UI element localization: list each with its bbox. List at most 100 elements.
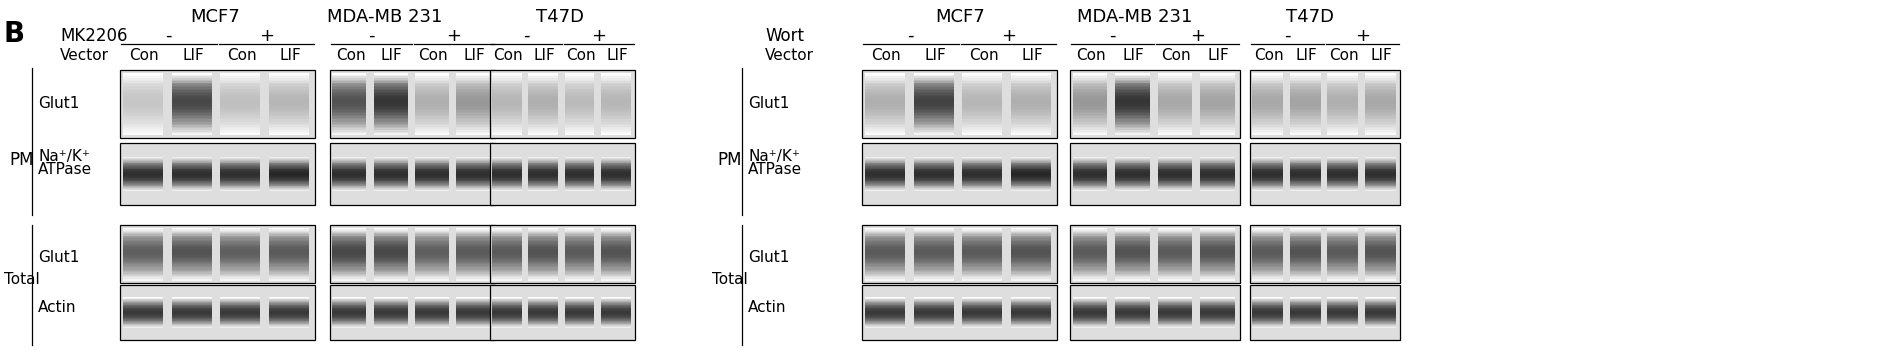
Bar [864, 322, 906, 323]
Bar [962, 122, 1002, 125]
Bar [1115, 244, 1149, 246]
Bar [332, 237, 366, 239]
Bar [1289, 76, 1321, 78]
Bar [1115, 308, 1149, 309]
Bar [415, 317, 449, 318]
Bar [1200, 133, 1234, 135]
Bar [270, 253, 309, 255]
Bar [913, 250, 953, 252]
Bar [1115, 158, 1149, 160]
Bar [1115, 188, 1149, 189]
Bar [1072, 175, 1108, 177]
Bar [1072, 167, 1108, 168]
Bar [1327, 186, 1359, 188]
Bar [1327, 122, 1359, 125]
Text: LIF: LIF [279, 48, 302, 63]
Bar [1253, 300, 1283, 301]
Bar [913, 178, 953, 179]
Bar [1011, 166, 1051, 167]
Bar [1364, 113, 1396, 115]
Bar [374, 309, 408, 310]
Bar [1327, 78, 1359, 80]
Bar [1253, 131, 1283, 134]
Bar [172, 89, 211, 91]
Bar [1011, 320, 1051, 321]
Bar [270, 233, 309, 235]
Bar [1072, 78, 1108, 80]
Bar [457, 99, 491, 102]
Bar [600, 95, 630, 97]
Bar [600, 275, 630, 277]
Bar [1364, 110, 1396, 112]
Bar [415, 304, 449, 305]
Bar [270, 115, 309, 117]
Bar [123, 189, 162, 190]
Bar [528, 257, 559, 258]
Bar [457, 254, 491, 256]
Bar [1200, 234, 1234, 236]
Bar [864, 180, 906, 181]
Bar [374, 319, 408, 320]
Bar [962, 315, 1002, 316]
Bar [1011, 181, 1051, 183]
Bar [172, 172, 211, 173]
Bar [1157, 103, 1193, 104]
Bar [913, 303, 953, 305]
Bar [1072, 182, 1108, 184]
Text: PM: PM [717, 151, 742, 169]
Bar [221, 249, 260, 251]
Bar [330, 70, 494, 138]
Bar [332, 241, 366, 243]
Bar [221, 323, 260, 324]
Bar [457, 180, 491, 182]
Bar [123, 311, 162, 313]
Bar [1115, 262, 1149, 264]
Bar [172, 262, 211, 264]
Bar [1253, 96, 1283, 98]
Bar [1289, 246, 1321, 248]
Bar [221, 251, 260, 253]
Bar [123, 318, 162, 319]
Bar [528, 185, 559, 186]
Bar [172, 308, 211, 309]
Bar [374, 309, 408, 310]
Bar [864, 176, 906, 177]
Bar [1072, 278, 1108, 279]
Bar [270, 315, 309, 316]
Bar [374, 163, 408, 165]
Bar [564, 162, 594, 163]
Bar [1253, 307, 1283, 308]
Bar [374, 73, 408, 76]
Bar [1289, 316, 1321, 317]
Bar [1011, 309, 1051, 310]
Bar [1157, 301, 1193, 302]
Bar [864, 229, 906, 231]
Bar [1327, 238, 1359, 240]
Bar [123, 321, 162, 323]
Bar [528, 181, 559, 183]
Bar [1253, 263, 1283, 265]
Bar [332, 78, 366, 80]
Bar [123, 110, 162, 112]
Bar [1327, 268, 1359, 270]
Bar [1115, 311, 1149, 312]
Bar [1157, 179, 1193, 180]
Bar [123, 268, 162, 270]
Bar [962, 238, 1002, 240]
Bar [1115, 275, 1149, 277]
Bar [332, 166, 366, 167]
Bar [172, 309, 211, 310]
Bar [374, 317, 408, 318]
Bar [123, 163, 162, 165]
Bar [332, 308, 366, 309]
Bar [528, 87, 559, 89]
Bar [457, 261, 491, 262]
Bar [1200, 253, 1234, 255]
Bar [1327, 116, 1359, 118]
Bar [172, 318, 211, 320]
Bar [1200, 107, 1234, 109]
Bar [962, 254, 1002, 256]
Bar [123, 319, 162, 320]
Bar [962, 131, 1002, 134]
Bar [1157, 180, 1193, 182]
